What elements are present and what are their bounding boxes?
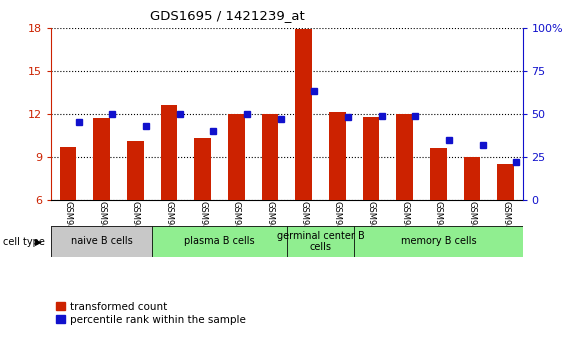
Bar xyxy=(396,114,413,200)
Bar xyxy=(152,226,287,257)
Legend: transformed count, percentile rank within the sample: transformed count, percentile rank withi… xyxy=(56,302,246,325)
Bar xyxy=(161,105,177,200)
Text: naive B cells: naive B cells xyxy=(71,237,132,246)
Bar xyxy=(60,147,76,200)
Text: cell type: cell type xyxy=(3,237,45,247)
Bar xyxy=(127,141,144,200)
Bar xyxy=(194,138,211,200)
Bar xyxy=(354,226,523,257)
Text: memory B cells: memory B cells xyxy=(400,237,476,246)
Bar xyxy=(51,226,152,257)
Bar xyxy=(93,118,110,200)
Text: GDS1695 / 1421239_at: GDS1695 / 1421239_at xyxy=(150,9,304,22)
Bar xyxy=(262,114,278,200)
Bar xyxy=(228,114,245,200)
Bar xyxy=(463,157,481,200)
Bar xyxy=(498,164,514,200)
Bar xyxy=(430,148,447,200)
Bar xyxy=(329,112,346,200)
Text: plasma B cells: plasma B cells xyxy=(184,237,255,246)
Bar xyxy=(362,117,379,200)
Bar xyxy=(287,226,354,257)
Text: ▶: ▶ xyxy=(35,238,42,247)
Bar xyxy=(295,29,312,200)
Text: germinal center B
cells: germinal center B cells xyxy=(277,231,365,252)
